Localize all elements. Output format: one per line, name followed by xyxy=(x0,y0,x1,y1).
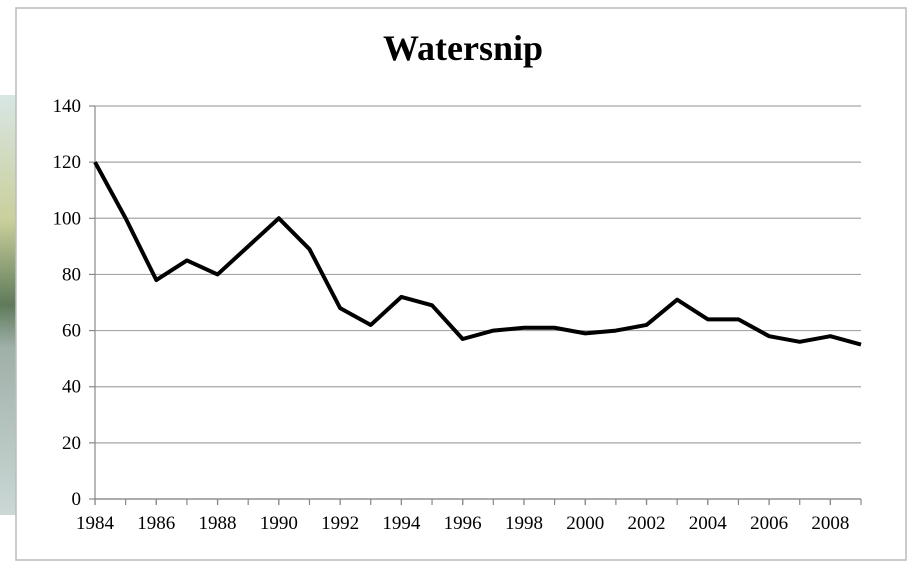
y-tick-label: 120 xyxy=(53,152,82,173)
y-tick-label: 40 xyxy=(62,377,81,398)
y-tick-label: 60 xyxy=(62,321,81,342)
chart-title: Watersnip xyxy=(383,28,543,68)
x-tick-label: 1992 xyxy=(321,513,359,534)
x-tick-label: 2002 xyxy=(628,513,666,534)
x-tick-label: 1994 xyxy=(382,513,421,534)
x-tick-label: 1990 xyxy=(260,513,298,534)
x-tick-label: 1996 xyxy=(444,513,482,534)
x-tick-label: 1988 xyxy=(199,513,237,534)
x-tick-label: 2000 xyxy=(566,513,604,534)
x-tick-label: 2008 xyxy=(811,513,849,534)
y-tick-label: 0 xyxy=(72,489,82,510)
y-tick-label: 20 xyxy=(62,433,81,454)
y-tick-label: 140 xyxy=(53,96,82,117)
x-tick-label: 1998 xyxy=(505,513,543,534)
data-line xyxy=(93,161,862,347)
y-tick-label: 80 xyxy=(62,264,81,285)
y-tick-label: 100 xyxy=(53,208,82,229)
x-tick-label: 2004 xyxy=(689,513,728,534)
x-tick-label: 1986 xyxy=(137,513,175,534)
x-tick-label: 2006 xyxy=(750,513,788,534)
x-tick-label: 1984 xyxy=(76,513,115,534)
chart-frame xyxy=(15,7,907,561)
